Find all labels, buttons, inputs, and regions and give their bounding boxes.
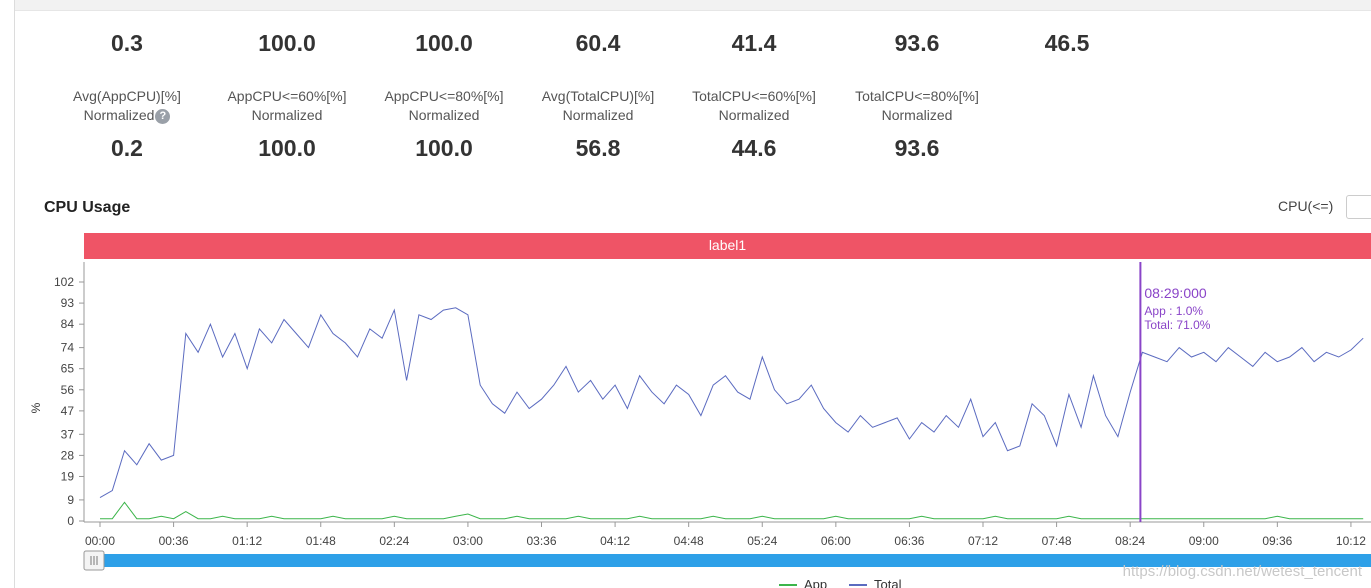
metric-value: 100.0 bbox=[415, 30, 473, 56]
y-tick-label: 65 bbox=[61, 362, 75, 376]
metric-sublabel: Normalized bbox=[83, 107, 155, 123]
metric: Avg(AppCPU)[%] Normalized? 0.2 bbox=[47, 87, 207, 162]
x-tick-label: 02:24 bbox=[379, 534, 409, 548]
metric-sublabel: Normalized bbox=[251, 107, 323, 123]
y-tick-label: 102 bbox=[54, 275, 74, 289]
metric-label: Avg(TotalCPU)[%] bbox=[541, 88, 655, 104]
x-tick-label: 03:00 bbox=[453, 534, 483, 548]
y-tick-label: 19 bbox=[61, 469, 75, 483]
metric-sublabel: Normalized bbox=[718, 107, 790, 123]
metric-sub: Normalized bbox=[518, 106, 678, 125]
metric-label: AppCPU<=60%[%] bbox=[227, 88, 347, 104]
metric-value: 0.2 bbox=[111, 135, 143, 161]
metric-value: 41.4 bbox=[731, 30, 777, 56]
x-tick-label: 10:12 bbox=[1336, 534, 1366, 548]
filter-label: CPU(<=) bbox=[1278, 198, 1334, 214]
top-strip bbox=[14, 0, 1371, 11]
legend-label: App bbox=[804, 577, 827, 588]
y-tick-label: 28 bbox=[61, 448, 75, 462]
metric-sub: Normalized bbox=[674, 106, 834, 125]
y-tick-label: 37 bbox=[61, 427, 75, 441]
label-band-text: label1 bbox=[709, 237, 747, 253]
metric-value: 60.4 bbox=[575, 30, 621, 56]
y-tick-label: 56 bbox=[61, 383, 75, 397]
metric: AppCPU<=60%[%] Normalized 100.0 bbox=[207, 87, 367, 162]
metric: AppCPU<=80%[%] Normalized 100.0 bbox=[364, 87, 524, 162]
metric-value: 100.0 bbox=[415, 135, 473, 161]
x-tick-label: 05:24 bbox=[747, 534, 777, 548]
y-tick-label: 74 bbox=[61, 341, 75, 355]
metric-label: Avg(AppCPU)[%] bbox=[73, 88, 181, 104]
metric-sublabel: Normalized bbox=[562, 107, 634, 123]
metric-sub: Normalized? bbox=[47, 106, 207, 125]
metric-sublabel: Normalized bbox=[408, 107, 480, 123]
metric: TotalCPU<=60%[%] Normalized 44.6 bbox=[674, 87, 834, 162]
cursor-total: Total: 71.0% bbox=[1144, 318, 1210, 332]
metric-value: 46.5 bbox=[1044, 30, 1090, 56]
left-edge bbox=[14, 0, 15, 588]
x-tick-label: 06:00 bbox=[821, 534, 851, 548]
metric: Avg(TotalCPU)[%] Normalized 56.8 bbox=[518, 87, 678, 162]
x-tick-label: 04:48 bbox=[674, 534, 704, 548]
y-tick-label: 84 bbox=[61, 317, 75, 331]
metric-value: 100.0 bbox=[258, 135, 316, 161]
y-tick-label: 93 bbox=[61, 296, 75, 310]
metric-value: 100.0 bbox=[258, 30, 316, 56]
metric-value: 44.6 bbox=[731, 135, 777, 161]
x-tick-label: 09:00 bbox=[1189, 534, 1219, 548]
series-line bbox=[100, 501, 1364, 520]
x-tick-label: 07:48 bbox=[1042, 534, 1072, 548]
legend-label: Total bbox=[874, 577, 902, 588]
x-tick-label: 06:36 bbox=[894, 534, 924, 548]
x-tick-label: 00:36 bbox=[159, 534, 189, 548]
metric-sub: Normalized bbox=[837, 106, 997, 125]
y-tick-label: 47 bbox=[61, 404, 75, 418]
metric-sublabel: Normalized bbox=[881, 107, 953, 123]
metric: TotalCPU<=80%[%] Normalized 93.6 bbox=[837, 87, 997, 162]
metric-value: 0.3 bbox=[111, 30, 143, 56]
series-line bbox=[99, 307, 1364, 499]
chart-title: CPU Usage bbox=[44, 199, 131, 216]
x-tick-label: 01:12 bbox=[232, 534, 262, 548]
metric-value: 93.6 bbox=[894, 135, 940, 161]
metric-value: 56.8 bbox=[575, 135, 621, 161]
cursor-app: App : 1.0% bbox=[1144, 304, 1203, 318]
metric-sub: Normalized bbox=[207, 106, 367, 125]
filter-input[interactable] bbox=[1346, 195, 1371, 219]
metric-label: TotalCPU<=60%[%] bbox=[692, 88, 816, 104]
watermark: https://blog.csdn.net/wetest_tencent bbox=[1123, 563, 1363, 580]
x-tick-label: 03:36 bbox=[526, 534, 556, 548]
help-icon[interactable]: ? bbox=[155, 109, 171, 124]
metric-sub: Normalized bbox=[364, 106, 524, 125]
scrollbar-track bbox=[84, 554, 1371, 567]
cursor-time: 08:29:000 bbox=[1144, 285, 1206, 301]
metric-label: AppCPU<=80%[%] bbox=[384, 88, 504, 104]
x-tick-label: 09:36 bbox=[1262, 534, 1292, 548]
y-tick-label: 0 bbox=[67, 514, 74, 528]
label-band bbox=[84, 233, 1371, 259]
y-tick-label: 9 bbox=[67, 493, 74, 507]
x-tick-label: 07:12 bbox=[968, 534, 998, 548]
metric-label: TotalCPU<=80%[%] bbox=[855, 88, 979, 104]
x-tick-label: 01:48 bbox=[306, 534, 336, 548]
x-tick-label: 04:12 bbox=[600, 534, 630, 548]
metric-value: 93.6 bbox=[894, 30, 940, 56]
x-tick-label: 08:24 bbox=[1115, 534, 1145, 548]
y-axis-label: % bbox=[29, 402, 43, 413]
x-tick-label: 00:00 bbox=[85, 534, 115, 548]
